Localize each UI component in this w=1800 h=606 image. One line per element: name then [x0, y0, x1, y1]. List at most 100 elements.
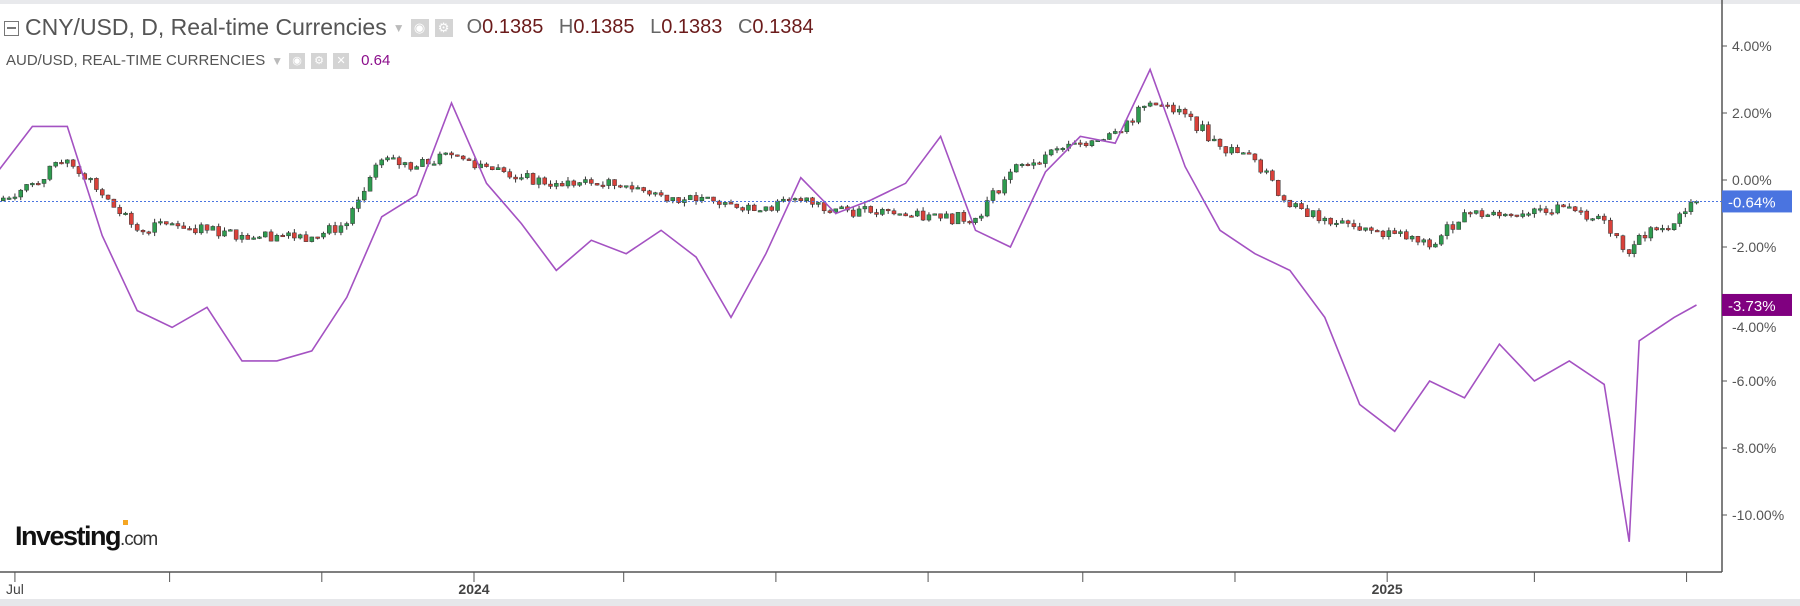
high-key: H	[558, 16, 574, 38]
candle	[722, 202, 728, 205]
main-series-title[interactable]: CNY/USD, D, Real-time Currencies	[25, 14, 387, 40]
gear-icon[interactable]: ⚙	[311, 52, 328, 69]
candle	[210, 226, 216, 231]
candle	[1008, 171, 1013, 180]
candle	[30, 183, 35, 186]
candle	[653, 192, 658, 195]
candle	[909, 215, 914, 218]
chevron-down-icon[interactable]: ▼	[392, 20, 405, 35]
candle	[228, 229, 233, 232]
chevron-down-icon[interactable]: ▼	[271, 53, 284, 68]
candle	[944, 213, 949, 219]
candle	[1620, 235, 1626, 250]
collapse-icon[interactable]	[4, 21, 19, 36]
candle	[856, 208, 862, 217]
candle	[204, 224, 210, 231]
candle	[263, 231, 268, 238]
candle	[59, 162, 64, 165]
candle	[332, 225, 338, 233]
candle	[315, 236, 320, 239]
compare-series-title[interactable]: AUD/USD, REAL-TIME CURRENCIES	[6, 52, 266, 69]
candle	[1415, 236, 1421, 243]
investing-logo: Investing.com	[15, 520, 158, 552]
candle	[350, 208, 355, 224]
candle	[420, 159, 425, 167]
candle	[99, 189, 105, 196]
logo-name: Investing	[15, 521, 122, 551]
candle	[984, 200, 990, 217]
candle	[938, 213, 943, 219]
candle	[1584, 210, 1590, 220]
candle	[1392, 230, 1397, 234]
candle	[140, 230, 146, 233]
cny-last-value-label-bg	[1722, 190, 1792, 213]
close-icon[interactable]: ✕	[333, 52, 350, 69]
candle	[967, 221, 972, 224]
candle	[24, 184, 29, 191]
candle	[1654, 227, 1659, 231]
candle	[961, 212, 967, 222]
candle	[169, 223, 175, 226]
candle	[932, 213, 937, 216]
y-tick-label: 2.00%	[1732, 105, 1772, 121]
low-key: L	[650, 16, 662, 38]
candle	[1456, 221, 1461, 230]
candle	[338, 225, 344, 233]
candle	[874, 212, 879, 215]
candle	[216, 226, 221, 237]
candle	[146, 231, 152, 234]
candle	[1555, 204, 1560, 214]
candle	[193, 228, 198, 234]
candle	[303, 234, 309, 242]
candle	[1031, 162, 1036, 166]
top-strip	[0, 0, 1800, 4]
candle	[740, 207, 745, 211]
candle	[804, 197, 809, 202]
candle	[577, 182, 582, 186]
candle	[559, 183, 565, 187]
candle	[1491, 211, 1496, 216]
candle	[385, 157, 390, 161]
x-tick-label: 2024	[458, 581, 489, 597]
candle	[1340, 220, 1345, 224]
candle	[955, 212, 961, 225]
candle	[198, 224, 204, 234]
candle	[600, 184, 606, 187]
candle	[501, 167, 507, 172]
candle	[1206, 124, 1211, 142]
candle	[1060, 148, 1066, 151]
candle	[1677, 213, 1682, 224]
candle	[693, 195, 699, 202]
candle	[449, 152, 454, 156]
y-tick-label: -8.00%	[1732, 440, 1776, 456]
candle	[728, 202, 734, 205]
candle	[181, 225, 186, 229]
candle	[769, 206, 774, 211]
visibility-icon[interactable]: ◉	[289, 52, 306, 69]
candle	[286, 232, 291, 237]
candle	[1666, 228, 1671, 231]
candle	[1596, 215, 1601, 219]
candle	[175, 223, 181, 227]
candle	[367, 177, 373, 192]
gear-icon[interactable]: ⚙	[434, 18, 453, 37]
candle	[391, 157, 396, 160]
candle	[443, 152, 448, 155]
cny-last-value-label: -0.64%	[1728, 194, 1776, 211]
candle	[1671, 223, 1677, 230]
candle	[1275, 180, 1281, 196]
candle	[251, 237, 256, 240]
candle	[472, 160, 478, 169]
candle	[1345, 220, 1351, 224]
candle	[1328, 217, 1333, 225]
candle	[1578, 210, 1584, 213]
candle	[6, 197, 12, 200]
main-series-legend: CNY/USD, D, Real-time Currencies ▼ ◉ ⚙ O…	[4, 14, 824, 41]
candle	[1270, 170, 1275, 181]
candle	[629, 185, 635, 190]
candle	[88, 178, 93, 181]
candle	[949, 213, 955, 225]
candle	[973, 217, 978, 223]
visibility-icon[interactable]: ◉	[410, 18, 429, 37]
